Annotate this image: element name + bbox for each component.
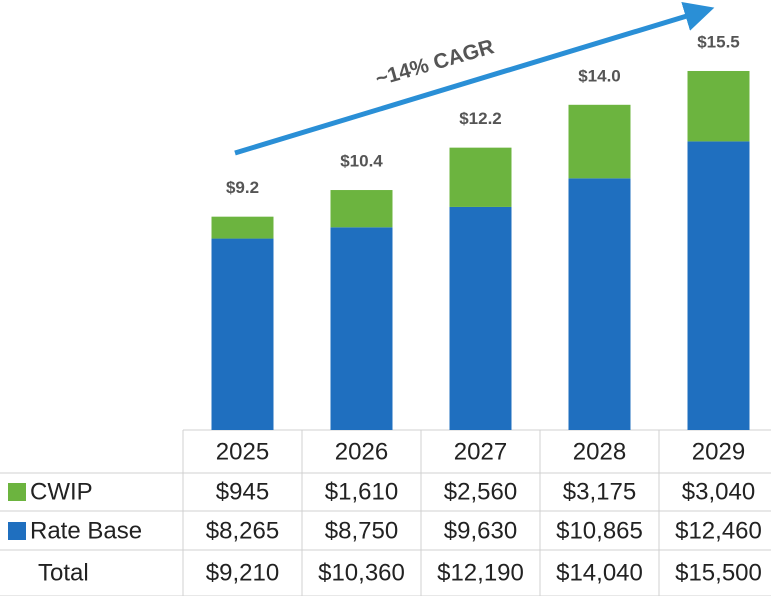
- x-tick-label: 2027: [454, 438, 507, 465]
- total-label: $14.0: [578, 66, 621, 85]
- table-cell: $8,265: [206, 517, 279, 544]
- x-tick-label: 2028: [573, 438, 626, 465]
- bar-segment: [687, 141, 750, 430]
- cagr-arrow: [234, 1, 715, 156]
- x-tick-label: 2026: [335, 438, 388, 465]
- bar-segment: [330, 227, 393, 430]
- table-cell: $1,610: [325, 478, 398, 505]
- table-cell: $12,190: [437, 559, 524, 586]
- legend-label: CWIP: [30, 478, 93, 505]
- bar-segment: [330, 190, 393, 228]
- table-cell: $10,360: [318, 559, 405, 586]
- total-label: $12.2: [459, 109, 502, 128]
- table-cell: $15,500: [675, 559, 762, 586]
- bar-segment: [687, 70, 750, 142]
- bar-segment: [568, 178, 631, 430]
- bar-segment: [568, 104, 631, 179]
- table-cell: $2,560: [444, 478, 517, 505]
- legend-label: Rate Base: [30, 517, 142, 544]
- bar-segment: [211, 238, 274, 430]
- bar-segment: [449, 147, 512, 207]
- table-cell: $9,210: [206, 559, 279, 586]
- table-cell: $945: [216, 478, 269, 505]
- table-cell: $8,750: [325, 517, 398, 544]
- annotation: ~14% CAGR: [373, 35, 497, 91]
- bar-segment: [449, 206, 512, 430]
- x-tick-label: 2029: [692, 438, 745, 465]
- legend-swatch: [8, 483, 26, 501]
- table-cell: $14,040: [556, 559, 643, 586]
- x-tick-label: 2025: [216, 438, 269, 465]
- table-cell: $3,040: [682, 478, 755, 505]
- legend-swatch: [8, 522, 26, 540]
- table-cell: $12,460: [675, 517, 762, 544]
- bar-segment: [211, 216, 274, 239]
- table-cell: $9,630: [444, 517, 517, 544]
- table-cell: $10,865: [556, 517, 643, 544]
- total-label: $9.2: [226, 178, 259, 197]
- total-label: $15.5: [697, 32, 740, 51]
- row-label: Total: [38, 559, 89, 586]
- table-cell: $3,175: [563, 478, 636, 505]
- total-label: $10.4: [340, 152, 383, 171]
